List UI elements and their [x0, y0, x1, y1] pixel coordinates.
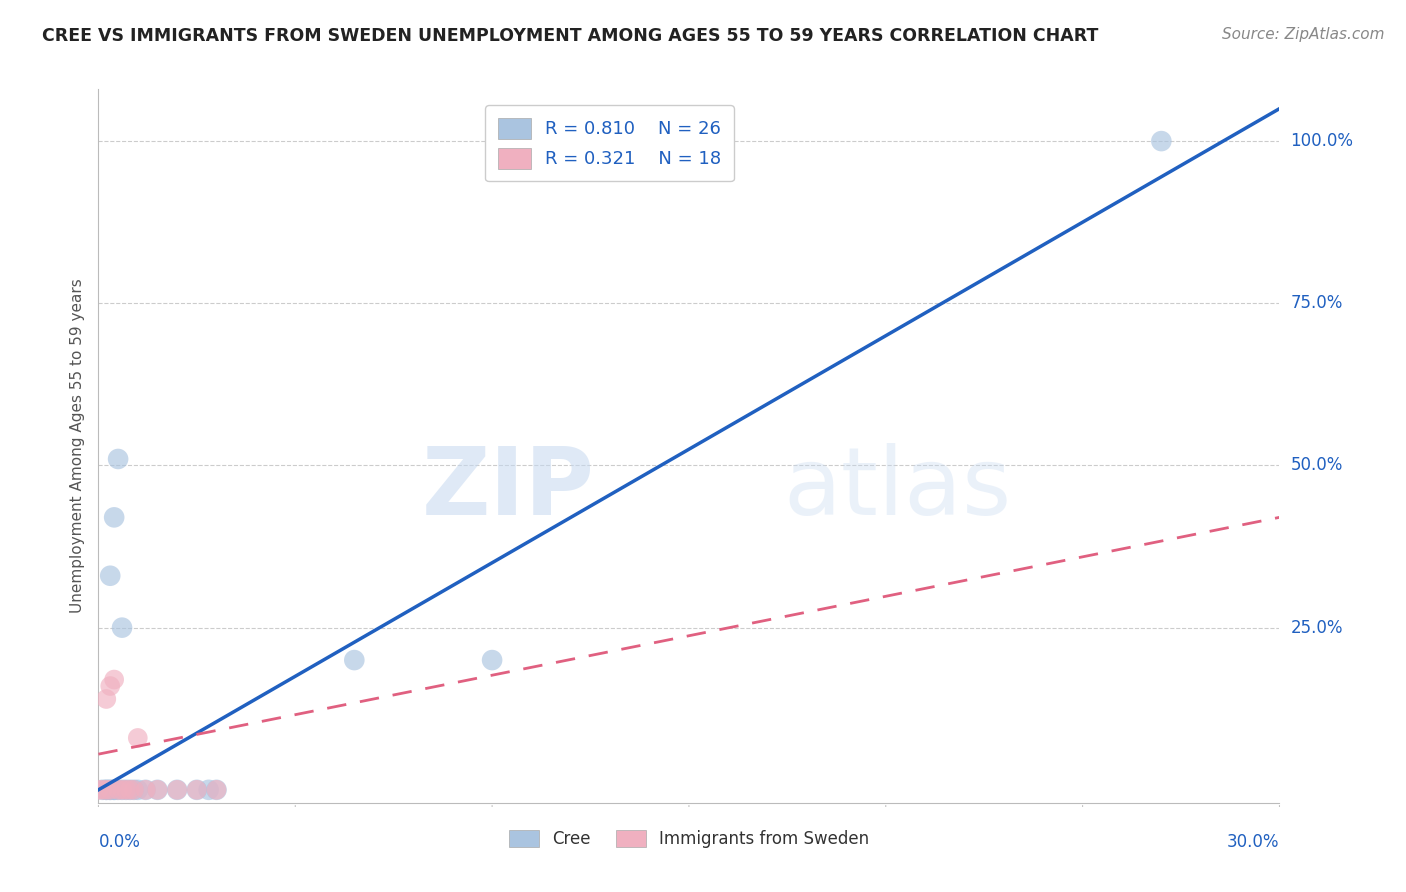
- Point: [107, 452, 129, 467]
- Point: [111, 782, 134, 797]
- Point: [115, 782, 138, 797]
- Legend: Cree, Immigrants from Sweden: Cree, Immigrants from Sweden: [502, 823, 876, 855]
- Text: CREE VS IMMIGRANTS FROM SWEDEN UNEMPLOYMENT AMONG AGES 55 TO 59 YEARS CORRELATIO: CREE VS IMMIGRANTS FROM SWEDEN UNEMPLOYM…: [42, 27, 1098, 45]
- Text: 30.0%: 30.0%: [1227, 833, 1279, 851]
- Point: [98, 568, 121, 582]
- Y-axis label: Unemployment Among Ages 55 to 59 years: Unemployment Among Ages 55 to 59 years: [69, 278, 84, 614]
- Text: 100.0%: 100.0%: [1291, 132, 1354, 150]
- Point: [103, 782, 125, 797]
- Point: [186, 782, 208, 797]
- Point: [87, 782, 110, 797]
- Point: [96, 782, 118, 797]
- Point: [205, 782, 228, 797]
- Point: [481, 653, 503, 667]
- Point: [166, 782, 188, 797]
- Point: [98, 782, 121, 797]
- Point: [103, 510, 125, 524]
- Point: [127, 731, 149, 745]
- Point: [103, 673, 125, 687]
- Point: [197, 782, 219, 797]
- Point: [118, 782, 141, 797]
- Point: [98, 782, 121, 797]
- Text: 50.0%: 50.0%: [1291, 457, 1343, 475]
- Text: atlas: atlas: [783, 442, 1012, 535]
- Point: [122, 782, 145, 797]
- Point: [96, 782, 118, 797]
- Point: [166, 782, 188, 797]
- Point: [96, 782, 118, 797]
- Point: [186, 782, 208, 797]
- Text: 75.0%: 75.0%: [1291, 294, 1343, 312]
- Point: [111, 782, 134, 797]
- Point: [91, 782, 114, 797]
- Point: [135, 782, 157, 797]
- Point: [107, 782, 129, 797]
- Point: [98, 782, 121, 797]
- Point: [343, 653, 366, 667]
- Point: [1150, 134, 1173, 148]
- Text: Source: ZipAtlas.com: Source: ZipAtlas.com: [1222, 27, 1385, 42]
- Text: 25.0%: 25.0%: [1291, 619, 1343, 637]
- Point: [127, 782, 149, 797]
- Point: [107, 782, 129, 797]
- Point: [91, 782, 114, 797]
- Point: [146, 782, 169, 797]
- Text: ZIP: ZIP: [422, 442, 595, 535]
- Point: [111, 621, 134, 635]
- Point: [118, 782, 141, 797]
- Point: [103, 782, 125, 797]
- Point: [205, 782, 228, 797]
- Point: [96, 692, 118, 706]
- Point: [135, 782, 157, 797]
- Text: 0.0%: 0.0%: [98, 833, 141, 851]
- Point: [98, 679, 121, 693]
- Point: [146, 782, 169, 797]
- Point: [115, 782, 138, 797]
- Point: [122, 782, 145, 797]
